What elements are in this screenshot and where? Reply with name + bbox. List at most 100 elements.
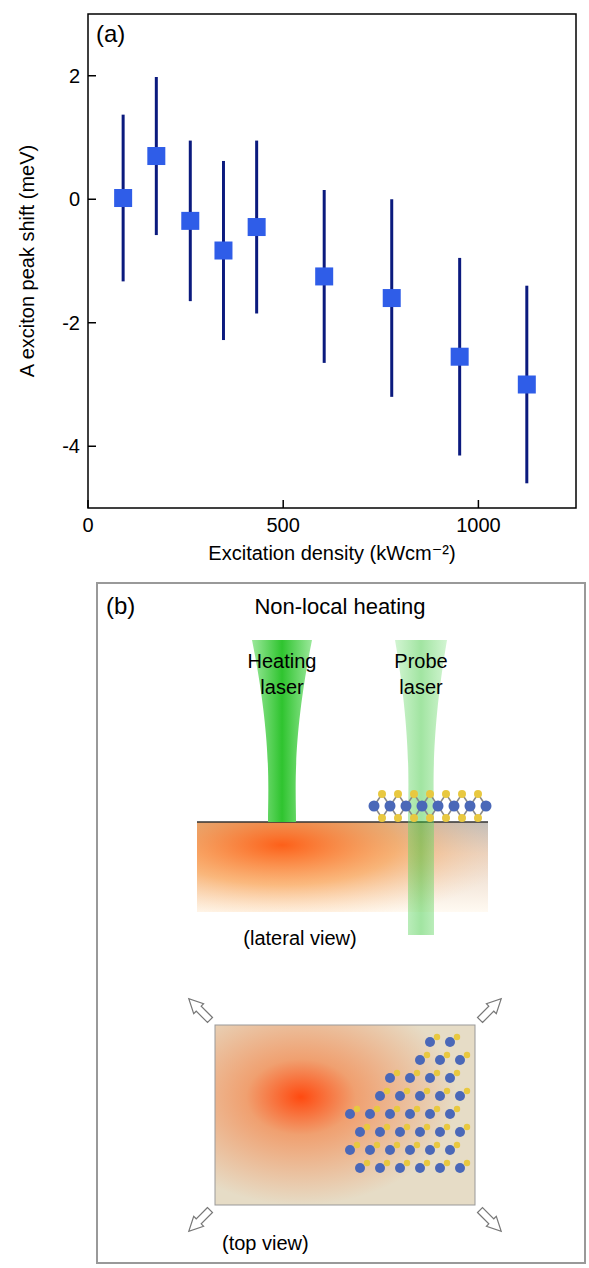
chalcogen-atom <box>458 814 466 822</box>
point <box>383 289 401 307</box>
metal-atom <box>365 1145 375 1155</box>
arrow <box>478 999 502 1023</box>
metal-atom <box>375 1163 385 1173</box>
x-tick-label: 1000 <box>456 514 501 536</box>
metal-atom <box>415 1127 425 1137</box>
metal-atom <box>425 1109 435 1119</box>
chalcogen-atom <box>426 814 434 822</box>
probe-beam <box>395 640 447 935</box>
y-tick <box>88 446 96 448</box>
y-axis-title: A exciton peak shift (meV) <box>16 145 38 377</box>
point <box>451 348 469 366</box>
metal-atom <box>455 1091 465 1101</box>
chalcogen-atom <box>394 790 402 798</box>
point <box>214 242 232 260</box>
chalcogen-atom <box>394 814 402 822</box>
metal-atom <box>425 1037 435 1047</box>
y-tick <box>88 199 96 201</box>
top-view-label: (top view) <box>222 1232 309 1254</box>
chalcogen-atom <box>404 1088 410 1094</box>
chalcogen-atom <box>444 1088 450 1094</box>
heat-spot <box>197 822 488 912</box>
metal-atom <box>401 801 412 812</box>
chalcogen-atom <box>364 1160 370 1166</box>
chalcogen-atom <box>434 1142 440 1148</box>
metal-atom <box>445 1073 455 1083</box>
chalcogen-atom <box>384 1124 390 1130</box>
plot-frame <box>88 14 576 508</box>
metal-atom <box>385 1145 395 1155</box>
metal-atom <box>355 1163 365 1173</box>
metal-atom <box>455 1127 465 1137</box>
metal-atom <box>417 801 428 812</box>
chalcogen-atom <box>404 1160 410 1166</box>
chalcogen-atom <box>474 790 482 798</box>
y-tick-label: -2 <box>62 312 80 334</box>
chalcogen-atom <box>414 1070 420 1076</box>
chalcogen-atom <box>410 790 418 798</box>
chalcogen-atom <box>474 814 482 822</box>
metal-atom <box>425 1073 435 1083</box>
text-line: Heating <box>248 650 317 672</box>
chalcogen-atom <box>404 1124 410 1130</box>
arrow <box>478 1208 502 1232</box>
lateral-view-label: (lateral view) <box>243 927 356 949</box>
metal-atom <box>405 1073 415 1083</box>
metal-atom <box>435 1055 445 1065</box>
metal-atom <box>415 1091 425 1101</box>
point <box>147 147 165 165</box>
metal-atom <box>375 1091 385 1101</box>
chalcogen-atom <box>354 1142 360 1148</box>
point <box>114 189 132 207</box>
diagram-title: Non-local heating <box>254 594 425 619</box>
y-tick <box>88 75 96 77</box>
y-tick-label: -4 <box>62 435 80 457</box>
monolayer-side <box>369 790 492 822</box>
chalcogen-atom <box>374 1106 380 1112</box>
point <box>315 267 333 285</box>
chalcogen-atom <box>434 1034 440 1040</box>
point <box>181 212 199 230</box>
metal-atom <box>445 1145 455 1155</box>
chalcogen-atom <box>394 1142 400 1148</box>
chalcogen-atom <box>410 814 418 822</box>
chalcogen-atom <box>464 1160 470 1166</box>
point <box>248 218 266 236</box>
metal-atom <box>435 1127 445 1137</box>
y-tick <box>88 322 96 324</box>
chalcogen-atom <box>426 790 434 798</box>
point <box>518 376 536 394</box>
data-marks <box>114 77 536 483</box>
arrow <box>189 1208 213 1232</box>
x-tick <box>478 500 480 508</box>
chalcogen-atom <box>394 1106 400 1112</box>
metal-atom <box>375 1127 385 1137</box>
y-tick-label: 2 <box>69 65 80 87</box>
y-tick-label: 0 <box>69 188 80 210</box>
chalcogen-atom <box>434 1070 440 1076</box>
text-line: Probe <box>394 650 447 672</box>
text-line: laser <box>260 676 304 698</box>
metal-atom <box>385 1109 395 1119</box>
chalcogen-atom <box>414 1106 420 1112</box>
chalcogen-atom <box>424 1088 430 1094</box>
heat <box>197 822 488 912</box>
panel-label: (a) <box>96 20 125 47</box>
chalcogen-atom <box>442 790 450 798</box>
metal-atom <box>385 801 396 812</box>
metal-atom <box>395 1127 405 1137</box>
metal-atom <box>435 1163 445 1173</box>
x-axis-title: Excitation density (kWcm⁻²) <box>208 542 455 564</box>
chalcogen-atom <box>424 1160 430 1166</box>
chalcogen-atom <box>458 790 466 798</box>
metal-atom <box>345 1145 355 1155</box>
metal-atom <box>385 1073 395 1083</box>
axes: -4-20205001000 <box>62 14 576 536</box>
chalcogen-atom <box>364 1124 370 1130</box>
figure: -4-20205001000Excitation density (kWcm⁻²… <box>0 0 589 1268</box>
chalcogen-atom <box>454 1070 460 1076</box>
metal-atom <box>395 1091 405 1101</box>
top-substrate <box>215 1025 475 1205</box>
metal-atom <box>355 1127 365 1137</box>
panel-frame <box>97 583 585 1263</box>
